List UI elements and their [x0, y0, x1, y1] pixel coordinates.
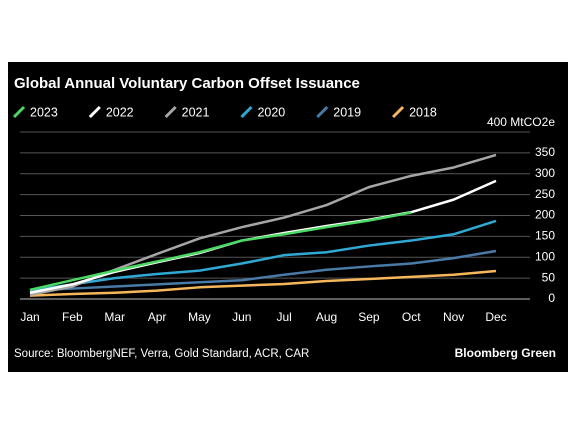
y-tick-label: 50: [542, 270, 556, 284]
legend-label: 2021: [182, 105, 210, 119]
legend-label: 2020: [257, 105, 285, 119]
y-tick-label: 100: [535, 249, 555, 263]
legend-swatch: [88, 105, 101, 119]
x-tick-label: Mar: [104, 310, 125, 324]
series-line: [29, 269, 497, 297]
y-tick-label: 0: [548, 291, 555, 305]
y-tick-label: 350: [535, 145, 555, 159]
x-tick-label: Jun: [232, 310, 251, 324]
legend-label: 2018: [409, 105, 437, 119]
legend-swatch: [12, 105, 26, 119]
legend-label: 2022: [106, 105, 134, 119]
brand: Bloomberg Green: [455, 346, 556, 360]
series-line: [29, 249, 497, 292]
y-tick-label: 200: [535, 208, 555, 222]
source: Source: BloombergNEF, Verra, Gold Standa…: [14, 348, 309, 360]
x-tick-label: Jan: [20, 310, 39, 324]
series-line: [29, 211, 412, 292]
x-tick-label: Aug: [316, 310, 337, 324]
x-tick-label: Nov: [443, 310, 464, 324]
x-tick-label: May: [188, 310, 211, 324]
series-line: [29, 219, 497, 292]
legend-swatch: [240, 105, 253, 119]
x-tick-label: Oct: [402, 310, 421, 324]
y-tick-label: 300: [535, 166, 555, 180]
legend-swatch: [316, 105, 329, 119]
y-tick-label: 400 MtCO2e: [487, 115, 555, 129]
y-tick-label: 250: [535, 187, 555, 201]
chart-title: Global Annual Voluntary Carbon Offset Is…: [14, 75, 360, 92]
x-tick-label: Apr: [148, 310, 167, 324]
y-tick-label: 150: [535, 229, 555, 243]
legend-swatch: [392, 105, 405, 119]
legend-label: 2023: [30, 105, 58, 119]
legend-swatch: [164, 105, 177, 119]
x-tick-label: Feb: [62, 310, 83, 324]
legend-label: 2019: [333, 105, 361, 119]
x-tick-label: Sep: [358, 310, 380, 324]
x-tick-label: Dec: [485, 310, 506, 324]
x-tick-label: Jul: [277, 310, 292, 324]
